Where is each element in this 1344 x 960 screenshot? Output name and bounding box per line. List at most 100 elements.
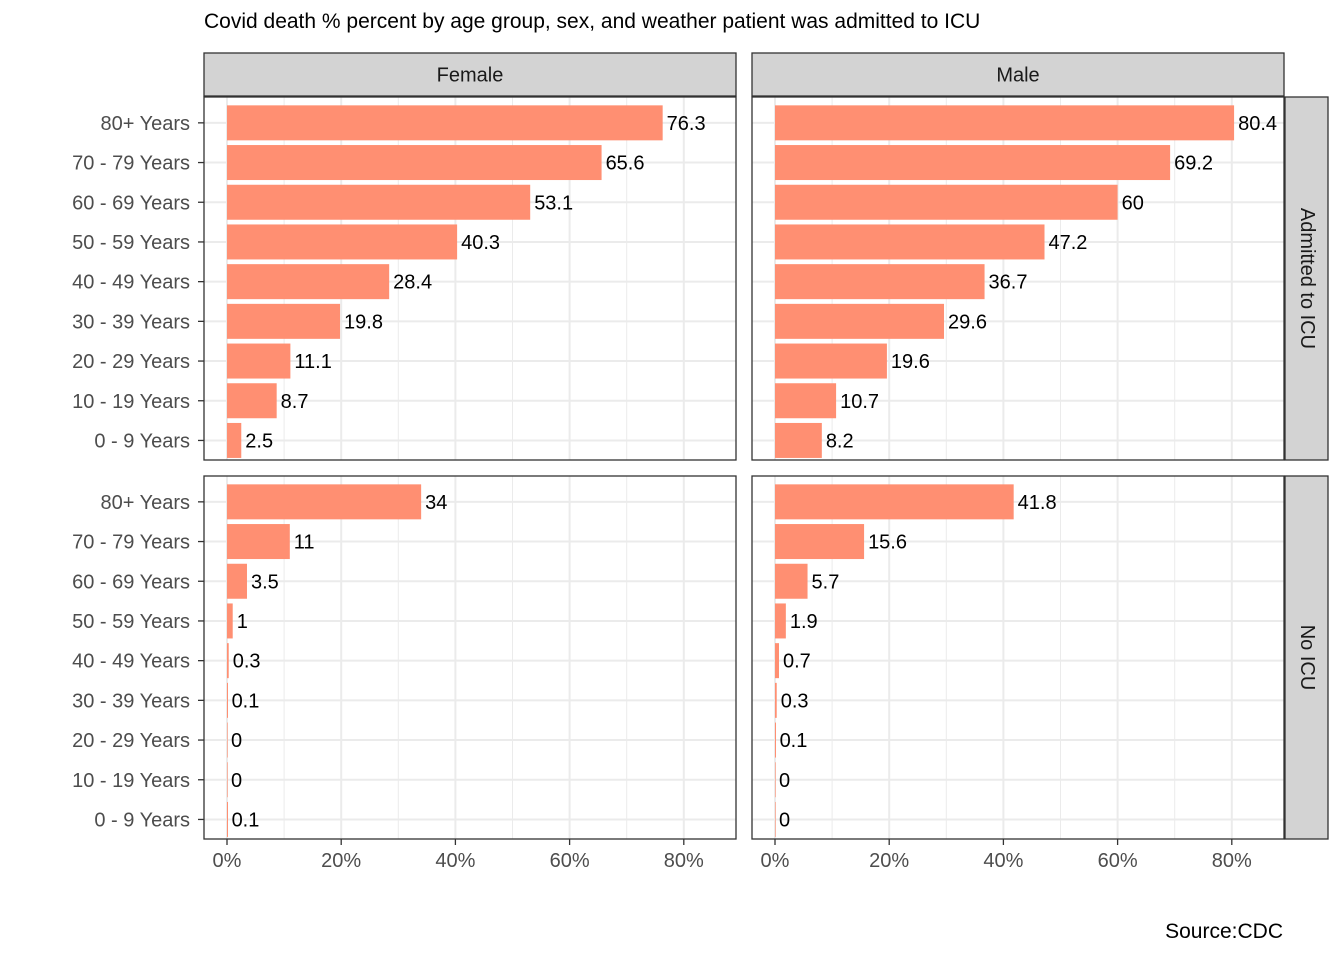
data-label: 2.5 <box>245 430 273 452</box>
bar-admitted-to-icu-female <box>227 343 291 379</box>
data-label: 5.7 <box>812 571 840 593</box>
x-tick-label: 60% <box>550 850 590 872</box>
x-tick-label: 20% <box>321 850 361 872</box>
data-label: 76.3 <box>667 113 706 135</box>
bar-admitted-to-icu-male <box>775 343 887 379</box>
y-tick-label: 70 - 79 Years <box>72 532 190 554</box>
y-tick-label: 10 - 19 Years <box>72 391 190 413</box>
data-label: 1.9 <box>790 611 818 633</box>
bar-admitted-to-icu-female <box>227 224 458 260</box>
bar-no-icu-male <box>775 524 865 560</box>
bar-no-icu-male <box>775 563 808 599</box>
chart-caption: Source:CDC <box>1165 920 1283 943</box>
bar-admitted-to-icu-male <box>775 105 1235 141</box>
bar-no-icu-male <box>775 603 786 639</box>
x-tick-label: 20% <box>869 850 909 872</box>
data-label: 19.8 <box>344 311 383 333</box>
facet-strip-label: Admitted to ICU <box>1296 208 1318 349</box>
facet-strip-label: Male <box>996 65 1039 87</box>
data-label: 3.5 <box>251 571 279 593</box>
y-tick-label: 40 - 49 Years <box>72 651 190 673</box>
data-label: 40.3 <box>461 232 500 254</box>
y-tick-label: 40 - 49 Years <box>72 272 190 294</box>
facet-strip-admitted-to-icu <box>1284 96 1329 461</box>
data-label: 69.2 <box>1174 153 1213 175</box>
panel-border <box>203 475 737 840</box>
bar-admitted-to-icu-male <box>775 303 945 339</box>
bar-admitted-to-icu-female <box>227 303 341 339</box>
bar-no-icu-male <box>775 682 777 718</box>
data-label: 0.1 <box>780 730 808 752</box>
data-label: 36.7 <box>989 272 1028 294</box>
bar-admitted-to-icu-female <box>227 105 663 141</box>
bar-admitted-to-icu-male <box>775 264 985 300</box>
x-tick-label: 0% <box>213 850 242 872</box>
bar-no-icu-female <box>227 682 228 718</box>
bar-no-icu-female <box>227 603 233 639</box>
bar-no-icu-female <box>227 563 247 599</box>
x-tick-label: 40% <box>983 850 1023 872</box>
y-tick-label: 80+ Years <box>100 492 190 514</box>
y-tick-label: 30 - 39 Years <box>72 311 190 333</box>
y-tick-label: 70 - 79 Years <box>72 153 190 175</box>
data-label: 0.3 <box>233 651 261 673</box>
y-tick-label: 50 - 59 Years <box>72 611 190 633</box>
data-label: 0 <box>779 770 790 792</box>
bar-admitted-to-icu-female <box>227 145 602 181</box>
bar-no-icu-female <box>227 801 228 837</box>
data-label: 41.8 <box>1018 492 1057 514</box>
data-label: 34 <box>425 492 447 514</box>
data-label: 15.6 <box>868 532 907 554</box>
data-label: 19.6 <box>891 351 930 373</box>
bar-no-icu-female <box>227 722 228 758</box>
bar-admitted-to-icu-male <box>775 184 1118 220</box>
panel-border <box>203 96 737 461</box>
panel-border <box>751 96 1285 461</box>
x-tick-label: 80% <box>1212 850 1252 872</box>
y-tick-label: 80+ Years <box>100 113 190 135</box>
y-tick-label: 10 - 19 Years <box>72 770 190 792</box>
data-label: 11.1 <box>294 351 331 373</box>
data-label: 8.2 <box>826 430 854 452</box>
bar-admitted-to-icu-female <box>227 422 242 458</box>
data-label: 8.7 <box>281 391 309 413</box>
bar-no-icu-male <box>775 762 776 798</box>
data-label: 0.7 <box>783 651 811 673</box>
bar-no-icu-male <box>775 722 776 758</box>
bar-no-icu-female <box>227 484 422 520</box>
y-tick-label: 20 - 29 Years <box>72 351 190 373</box>
facet-strip-no-icu <box>1284 475 1329 840</box>
data-label: 0.3 <box>781 690 809 712</box>
y-tick-label: 50 - 59 Years <box>72 232 190 254</box>
bar-no-icu-female <box>227 643 229 679</box>
data-label: 28.4 <box>393 272 432 294</box>
data-label: 80.4 <box>1238 113 1277 135</box>
x-tick-label: 80% <box>664 850 704 872</box>
bar-no-icu-male <box>775 801 776 837</box>
data-label: 11 <box>294 532 315 554</box>
bar-no-icu-female <box>227 762 228 798</box>
bar-no-icu-male <box>775 484 1014 520</box>
bar-admitted-to-icu-female <box>227 184 531 220</box>
x-tick-label: 0% <box>761 850 790 872</box>
y-tick-label: 60 - 69 Years <box>72 192 190 214</box>
y-tick-label: 30 - 39 Years <box>72 690 190 712</box>
bar-admitted-to-icu-male <box>775 224 1045 260</box>
y-tick-label: 0 - 9 Years <box>94 809 190 831</box>
data-label: 53.1 <box>534 192 573 214</box>
data-label: 47.2 <box>1049 232 1088 254</box>
data-label: 29.6 <box>948 311 987 333</box>
bar-admitted-to-icu-female <box>227 383 277 419</box>
bar-admitted-to-icu-male <box>775 145 1171 181</box>
panel-border <box>751 475 1285 840</box>
data-label: 0 <box>231 770 242 792</box>
y-tick-label: 60 - 69 Years <box>72 571 190 593</box>
data-label: 60 <box>1122 192 1144 214</box>
data-label: 0 <box>779 809 790 831</box>
bar-admitted-to-icu-male <box>775 422 822 458</box>
x-tick-label: 60% <box>1098 850 1138 872</box>
data-label: 0 <box>231 730 242 752</box>
y-tick-label: 20 - 29 Years <box>72 730 190 752</box>
data-label: 10.7 <box>840 391 879 413</box>
